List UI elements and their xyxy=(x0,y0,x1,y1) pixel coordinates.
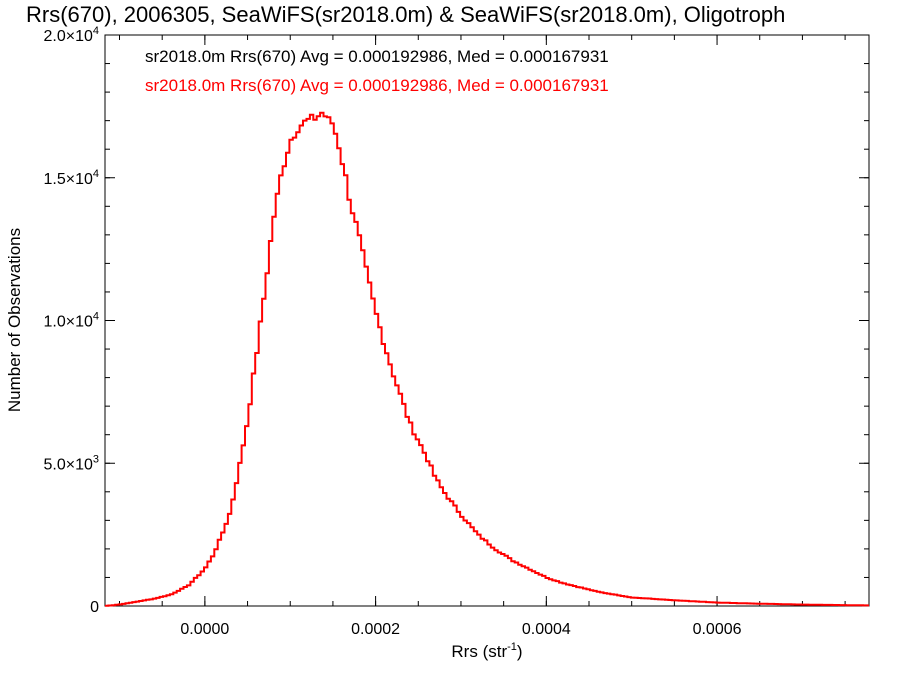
y-tick-label-main: 2.0×10 xyxy=(43,28,92,45)
chart-title: Rrs(670), 2006305, SeaWiFS(sr2018.0m) & … xyxy=(26,2,786,27)
series-line xyxy=(105,111,869,607)
axis-ticks xyxy=(105,34,869,607)
x-tick-label: 0.0006 xyxy=(693,621,742,638)
y-tick-label: 1.5×104 xyxy=(43,168,99,188)
y-axis-label: Number of Observations xyxy=(5,228,24,412)
x-axis-label-sup: -1 xyxy=(507,641,517,653)
y-tick-label: 2.0×104 xyxy=(43,25,99,45)
annotation-black: sr2018.0m Rrs(670) Avg = 0.000192986, Me… xyxy=(145,47,609,66)
annotation-red: sr2018.0m Rrs(670) Avg = 0.000192986, Me… xyxy=(145,76,609,95)
y-tick-label: 1.0×104 xyxy=(43,311,99,331)
y-tick-label-main: 5.0×10 xyxy=(43,456,92,473)
x-axis-label-main: Rrs (str xyxy=(451,642,507,661)
x-axis-label-end: ) xyxy=(517,642,523,661)
y-tick-label-main: 1.5×10 xyxy=(43,171,92,188)
plot-frame xyxy=(104,34,870,607)
y-tick-label-main: 1.0×10 xyxy=(43,314,92,331)
axis-tick-labels: 0.0000 0.0002 0.0004 0.000605.0×1031.0×1041… xyxy=(43,25,741,638)
y-tick-label-exp: 4 xyxy=(93,311,99,323)
y-tick-label: 5.0×103 xyxy=(43,453,99,473)
x-axis-label: Rrs (str-1) xyxy=(451,641,522,661)
x-tick-label: 0.0002 xyxy=(351,621,400,638)
x-tick-label: 0.0000 xyxy=(180,621,229,638)
y-tick-label-exp: 3 xyxy=(93,453,99,465)
y-tick-label-exp: 4 xyxy=(93,168,99,180)
x-tick-label: 0.0004 xyxy=(522,621,571,638)
y-tick-label-main: 0 xyxy=(90,599,99,616)
y-tick-label: 0 xyxy=(90,599,99,616)
y-tick-label-exp: 4 xyxy=(93,25,99,37)
